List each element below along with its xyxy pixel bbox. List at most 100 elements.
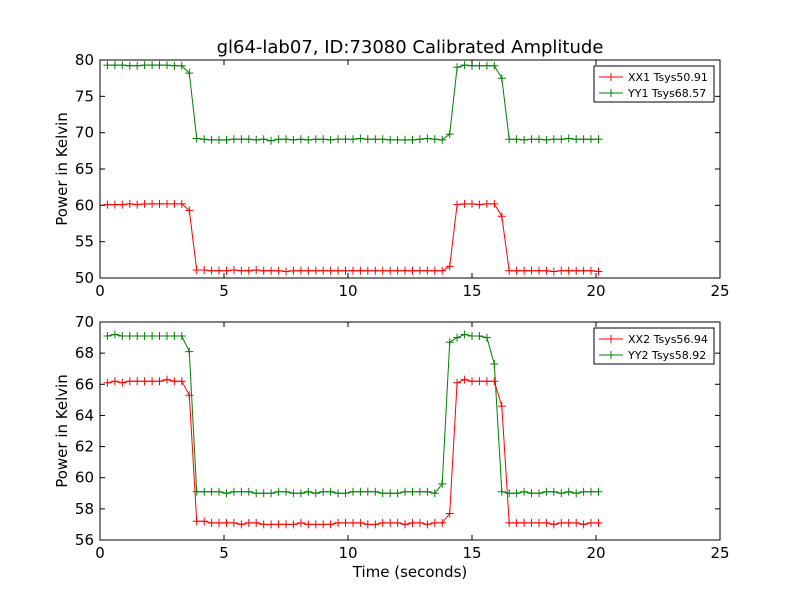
data-point bbox=[155, 377, 164, 386]
data-point bbox=[229, 487, 238, 496]
data-point bbox=[110, 377, 119, 386]
data-point bbox=[200, 266, 209, 274]
data-point bbox=[177, 377, 186, 386]
data-point bbox=[148, 199, 157, 208]
data-point bbox=[512, 489, 521, 498]
data-point bbox=[579, 520, 588, 529]
data-point bbox=[215, 266, 223, 275]
data-point bbox=[170, 332, 179, 340]
data-point bbox=[512, 266, 521, 275]
data-point bbox=[125, 332, 134, 340]
data-point bbox=[453, 333, 462, 342]
data-point bbox=[408, 135, 417, 144]
data-point bbox=[438, 479, 447, 488]
data-point bbox=[334, 266, 343, 275]
x-tick-label: 20 bbox=[586, 544, 605, 562]
data-point bbox=[505, 489, 514, 498]
data-point bbox=[155, 199, 164, 208]
x-tick-label: 5 bbox=[219, 282, 229, 300]
data-point bbox=[341, 266, 350, 275]
data-point bbox=[445, 509, 454, 518]
data-point bbox=[304, 266, 313, 275]
data-point bbox=[140, 332, 149, 340]
data-point bbox=[267, 489, 276, 498]
data-point bbox=[289, 135, 298, 144]
legend-box bbox=[593, 327, 715, 365]
data-point bbox=[445, 130, 454, 139]
data-point bbox=[229, 518, 238, 527]
data-point bbox=[163, 199, 171, 208]
legend-bottom: XX2 Tsys56.94 YY2 Tsys58.92 bbox=[593, 327, 715, 365]
data-point bbox=[118, 61, 127, 70]
y-tick-label: 50 bbox=[75, 269, 94, 287]
data-point bbox=[237, 266, 246, 275]
data-point bbox=[185, 69, 194, 78]
data-point bbox=[549, 487, 558, 496]
data-point bbox=[490, 199, 499, 208]
plot-series-bottom bbox=[103, 330, 603, 529]
data-point bbox=[140, 61, 149, 70]
data-point bbox=[430, 489, 439, 498]
data-point bbox=[497, 402, 506, 411]
data-point bbox=[520, 487, 529, 496]
data-point bbox=[237, 487, 246, 496]
data-point bbox=[468, 199, 476, 208]
data-point bbox=[475, 332, 484, 340]
data-point bbox=[282, 520, 290, 529]
y-tick-label: 80 bbox=[75, 51, 94, 69]
data-point bbox=[267, 520, 276, 529]
data-point bbox=[259, 520, 268, 529]
data-point bbox=[423, 487, 432, 496]
data-point bbox=[289, 489, 298, 498]
data-point bbox=[438, 135, 447, 144]
data-point bbox=[133, 61, 142, 70]
data-point bbox=[386, 489, 395, 498]
plot-frame-bottom bbox=[99, 321, 721, 541]
data-point bbox=[289, 266, 298, 275]
data-point bbox=[200, 135, 209, 144]
data-point bbox=[267, 266, 276, 275]
data-point bbox=[356, 487, 365, 496]
data-point bbox=[304, 135, 313, 144]
ticks-bottom: 0 5 10 15 20 25 56 58 60 62 64 66 68 70 bbox=[75, 313, 730, 562]
data-point bbox=[572, 489, 581, 498]
data-point bbox=[401, 266, 409, 275]
data-point bbox=[423, 134, 432, 143]
data-point bbox=[244, 266, 253, 275]
data-point bbox=[133, 200, 142, 209]
data-point bbox=[594, 135, 603, 144]
x-tick-label: 25 bbox=[710, 544, 729, 562]
data-point bbox=[460, 330, 469, 339]
data-point bbox=[378, 135, 387, 144]
data-point bbox=[311, 520, 320, 529]
data-point bbox=[319, 520, 328, 529]
data-point bbox=[349, 518, 357, 527]
data-point bbox=[244, 487, 253, 496]
data-point bbox=[438, 266, 447, 275]
data-point bbox=[296, 489, 305, 498]
x-tick-label: 15 bbox=[462, 544, 481, 562]
data-point bbox=[222, 518, 231, 527]
data-point bbox=[140, 199, 149, 208]
data-point bbox=[557, 489, 566, 498]
data-point bbox=[326, 266, 335, 275]
data-point bbox=[549, 520, 558, 529]
data-point bbox=[207, 135, 216, 144]
data-point bbox=[252, 489, 261, 498]
data-point bbox=[371, 520, 380, 529]
data-point bbox=[453, 63, 462, 72]
data-point bbox=[497, 74, 506, 83]
x-tick-label: 15 bbox=[462, 282, 481, 300]
data-point bbox=[542, 135, 551, 144]
data-point bbox=[475, 61, 484, 70]
data-point bbox=[542, 518, 551, 527]
y-tick-label: 58 bbox=[75, 500, 94, 518]
data-point bbox=[341, 518, 350, 527]
data-point bbox=[564, 518, 573, 527]
data-point bbox=[289, 520, 298, 529]
data-point bbox=[378, 266, 387, 275]
data-point bbox=[497, 212, 506, 221]
data-point bbox=[393, 135, 402, 144]
data-point bbox=[535, 489, 543, 498]
legend-marker bbox=[607, 335, 615, 343]
